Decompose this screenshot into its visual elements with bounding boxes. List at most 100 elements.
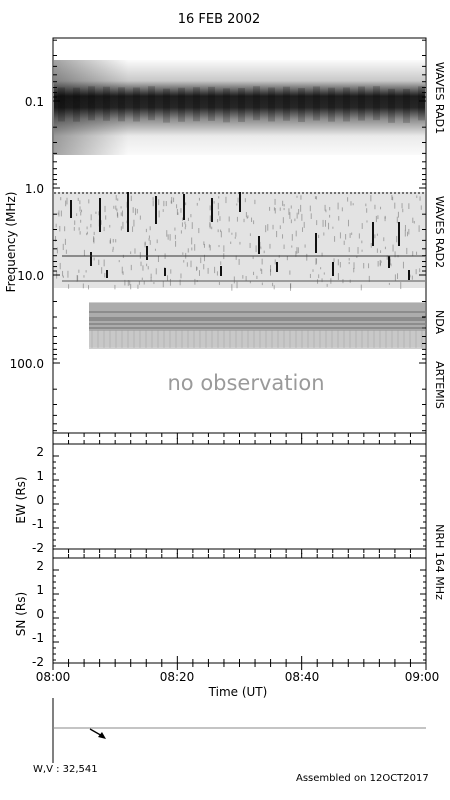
rad2-speckle (66, 197, 68, 205)
rad2-speckle (152, 200, 154, 207)
rad2-burst-streak (220, 266, 222, 276)
rad2-burst-streak (258, 236, 260, 254)
rad2-speckle (220, 229, 222, 233)
rad1-stripe (88, 86, 95, 121)
rad2-speckle (198, 228, 200, 234)
rad2-speckle (203, 243, 205, 248)
rad2-speckle (78, 227, 80, 231)
assembled-label: Assembled on 12OCT2017 (296, 773, 429, 784)
rad2-burst-streak (127, 192, 129, 232)
rad2-speckle (242, 275, 244, 279)
rad2-speckle (300, 204, 302, 212)
rad2-speckle (194, 278, 196, 285)
rad2-speckle (170, 200, 172, 204)
rad2-speckle (139, 252, 141, 259)
rad1-stripe (313, 86, 320, 121)
rad2-speckle (149, 226, 151, 231)
rad2-speckle (416, 251, 418, 255)
rad2-burst-streak (99, 198, 101, 232)
rad2-speckle (228, 216, 230, 222)
rad1-stripe (418, 86, 425, 121)
rad2-speckle (176, 204, 178, 209)
rad2-speckle (419, 196, 421, 201)
rad2-burst-streak (183, 194, 185, 220)
rad2-speckle (388, 282, 390, 285)
rad2-speckle (174, 234, 176, 240)
rad1-stripe (193, 87, 200, 122)
rad2-speckle (155, 268, 157, 275)
ew-panel: 2 1 0 -1 -2 EW (Rs) (14, 443, 427, 558)
rad2-speckle (105, 215, 107, 220)
rad2-speckle (348, 247, 350, 253)
sn-axis-label: SN (Rs) (14, 592, 28, 636)
rad2-speckle (379, 259, 381, 266)
rad2-speckle (394, 274, 396, 281)
rad2-burst-streak (90, 252, 92, 266)
rad2-speckle (122, 271, 124, 275)
rad2-speckle (196, 202, 198, 206)
rad2-speckle (64, 226, 66, 232)
rad2-speckle (100, 220, 102, 225)
rad2-burst-streak (239, 192, 241, 212)
rad2-speckle (408, 228, 410, 235)
rad2-speckle (413, 220, 415, 224)
rad2-speckle (209, 205, 211, 211)
rad2-speckle (130, 264, 132, 271)
rad2-speckle (384, 216, 386, 222)
rad2-speckle (404, 229, 406, 237)
ew-axis-label: EW (Rs) (14, 476, 28, 523)
rad2-speckle (297, 247, 299, 254)
rad2-speckle (149, 240, 151, 245)
rad2-speckle (191, 222, 193, 229)
rad2-speckle (74, 220, 76, 225)
rad2-speckle (86, 231, 88, 235)
rad2-speckle (263, 250, 265, 254)
rad2-speckle (112, 246, 114, 250)
rad2-speckle (309, 273, 311, 279)
rad2-speckle (140, 261, 142, 267)
rad2-speckle (301, 213, 303, 221)
rad2-speckle (55, 235, 57, 242)
rad2-speckle (332, 226, 334, 229)
rad2-speckle (132, 226, 134, 232)
rad2-speckle (320, 267, 322, 270)
rad2-speckle (412, 251, 414, 256)
rad2-speckle (203, 241, 205, 246)
rad2-speckle (380, 260, 382, 263)
rad2-speckle (249, 233, 251, 236)
rad2-speckle (146, 263, 148, 267)
no-observation-label: no observation (167, 371, 324, 395)
rad2-speckle (366, 208, 368, 213)
rad2-speckle (223, 245, 225, 252)
rad2-speckle (260, 268, 262, 272)
rad2-speckle (194, 244, 196, 251)
ytick-label: 10.0 (17, 269, 44, 283)
rad2-speckle (181, 222, 183, 227)
rad2-speckle (406, 247, 408, 255)
y-axis-label: Frequency (MHz) (4, 192, 18, 293)
rad2-speckle (404, 224, 406, 231)
rad2-speckle (315, 258, 317, 265)
rad2-speckle (270, 269, 272, 276)
rad2-speckle (286, 256, 288, 261)
rad2-speckle (120, 226, 122, 231)
rad2-speckle (182, 217, 184, 221)
rad1-stripe (118, 87, 125, 122)
rad2-speckle (353, 262, 355, 269)
rad2-speckle (207, 267, 209, 274)
rad2-speckle (394, 202, 396, 209)
rad2-speckle (270, 265, 272, 272)
rad2-speckle (312, 269, 314, 272)
rad2-speckle (130, 195, 132, 202)
rad2-speckle (246, 216, 248, 219)
rad2-speckle (112, 238, 114, 243)
rad2-speckle (86, 226, 88, 230)
rad2-speckle (127, 279, 129, 286)
rad2-speckle (165, 201, 167, 207)
rad2-speckle (400, 282, 402, 290)
rad2-speckle (234, 236, 236, 239)
ew-ytick-label: -2 (32, 541, 44, 555)
rad2-speckle (402, 208, 404, 213)
rad2-speckle (104, 272, 106, 278)
